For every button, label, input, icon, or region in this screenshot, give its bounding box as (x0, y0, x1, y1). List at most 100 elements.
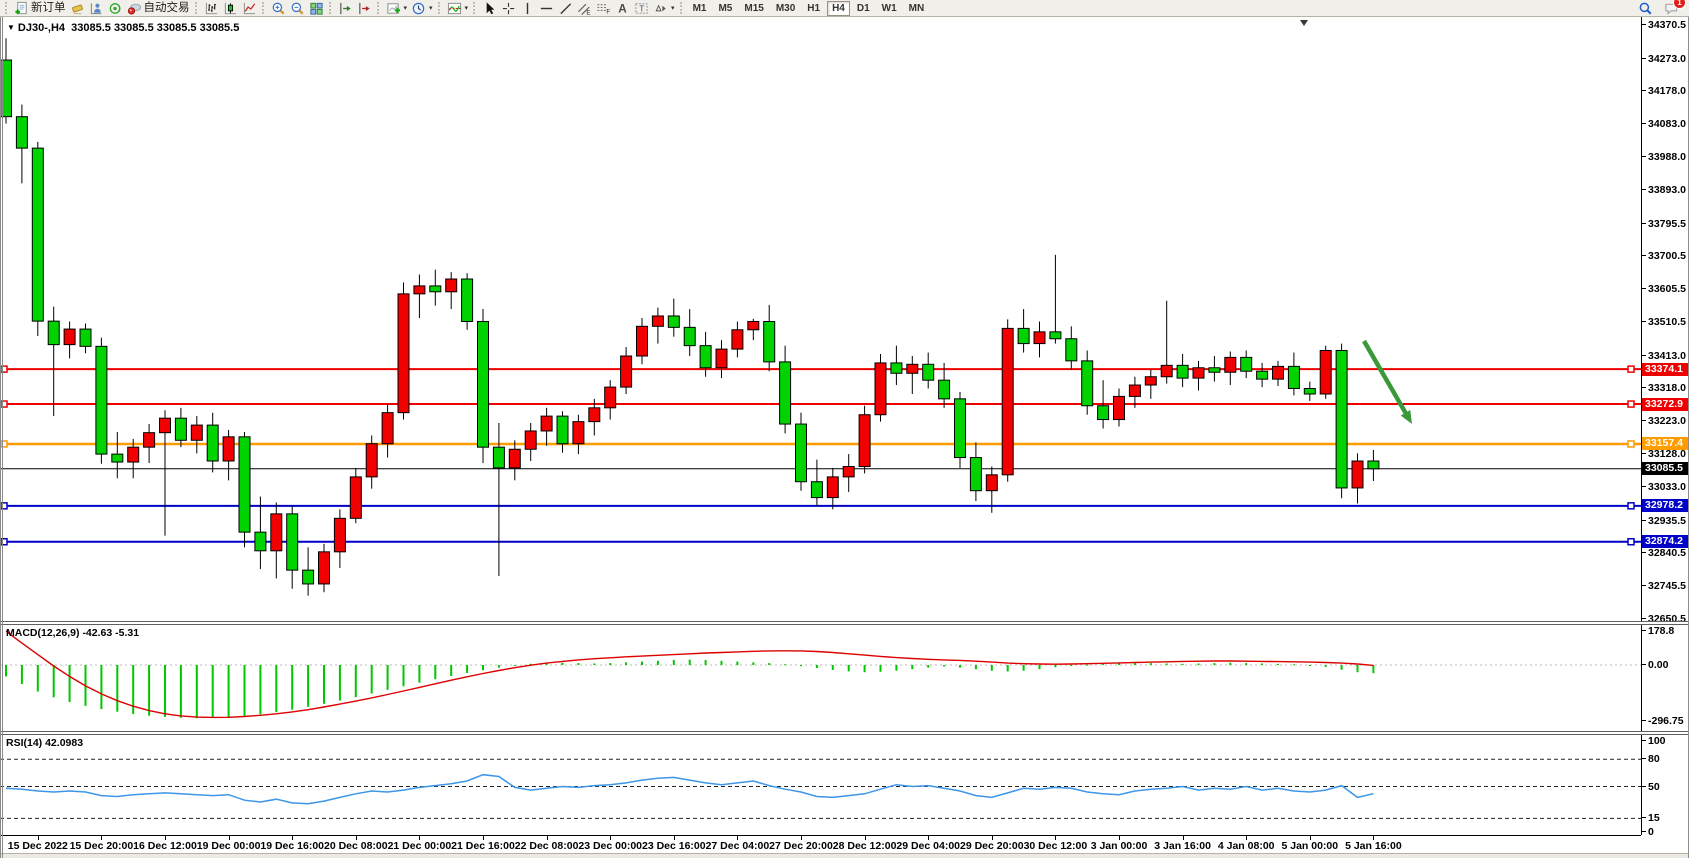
macd-chart (0, 630, 1641, 719)
channel-button[interactable]: E (575, 0, 594, 16)
candlestick-button[interactable] (221, 0, 240, 16)
macd-bar (497, 665, 500, 668)
time-tick (101, 836, 103, 840)
search-button[interactable] (1636, 0, 1655, 16)
period-icon (412, 2, 425, 14)
timeframe-h1-button[interactable]: H1 (807, 2, 821, 14)
macd-bar (1102, 663, 1105, 665)
candle (477, 320, 489, 448)
timeframe-h4-button[interactable]: H4 (827, 0, 850, 16)
line-anchor[interactable] (1627, 440, 1635, 448)
candle (222, 436, 235, 462)
zoom-out-icon (291, 2, 303, 14)
symbol-dropdown-icon[interactable]: ▼ (7, 23, 15, 32)
candle (667, 315, 680, 328)
new-chart-button[interactable]: ▾ (384, 0, 410, 16)
crosshair-button[interactable] (499, 0, 518, 16)
candle (588, 407, 601, 423)
period-button[interactable]: ▾ (409, 0, 435, 16)
horizontal-line-button[interactable] (537, 0, 556, 16)
indicators-icon (447, 2, 461, 14)
zoom-out-button[interactable] (288, 0, 307, 16)
trend-arrow[interactable] (1362, 339, 1411, 420)
macd-bar (847, 665, 850, 672)
price-axis[interactable]: 34370.5 34273.0 34178.0 34083.0 33988.0 33893… (1641, 17, 1689, 838)
price-axis-label: 33700.5 (1642, 250, 1686, 263)
macd-bar (195, 665, 198, 719)
new-order-button[interactable]: 新订单 (12, 0, 68, 16)
chat-button[interactable]: 1 (1662, 0, 1686, 16)
line-anchor[interactable] (0, 440, 8, 448)
bar-chart-button[interactable] (202, 0, 221, 16)
candle (318, 551, 330, 585)
trend-arrow-head[interactable] (1400, 409, 1412, 424)
time-tick (419, 836, 421, 840)
line-anchor[interactable] (0, 502, 8, 510)
tile-windows-button[interactable] (307, 0, 326, 16)
time-tick (1055, 836, 1057, 840)
candlestick-chart[interactable] (0, 17, 1641, 621)
macd-panel[interactable]: MACD(12,26,9) -42.63 -5.31 (0, 625, 1641, 731)
toolbar-grip (473, 2, 477, 14)
symbol-label[interactable]: ▼ DJ30-,H4 33085.5 33085.5 33085.5 33085.… (7, 22, 239, 34)
rsi-panel[interactable]: RSI(14) 42.0983 (0, 735, 1641, 835)
macd-bar (736, 661, 739, 665)
chevron-down-icon[interactable]: ▾ (429, 5, 433, 12)
zoom-in-button[interactable] (269, 0, 288, 16)
chart-shift-marker[interactable] (1300, 20, 1308, 26)
candle (636, 325, 648, 357)
auto-scroll-button[interactable] (355, 0, 374, 16)
timeframe-m30-button[interactable]: M30 (775, 2, 796, 14)
price-axis-label: 33605.5 (1642, 283, 1686, 296)
text-button[interactable]: A (613, 0, 632, 16)
vertical-line-button[interactable] (518, 0, 537, 16)
timeframe-d1-button[interactable]: D1 (856, 2, 870, 14)
chevron-down-icon[interactable]: ▾ (464, 5, 469, 12)
macd-bar (1181, 663, 1184, 665)
fibonacci-button[interactable]: F (594, 0, 613, 16)
time-axis[interactable]: 15 Dec 2022 15 Dec 20:00 16 Dec 12:00 19 De… (0, 835, 1689, 853)
timeframe-w1-button[interactable]: W1 (881, 2, 897, 14)
candle (1160, 364, 1173, 378)
text-label-button[interactable]: T (632, 0, 651, 16)
chart-profile-button[interactable] (87, 0, 106, 16)
line-anchor[interactable] (1627, 400, 1635, 408)
chevron-down-icon[interactable]: ▾ (671, 5, 675, 12)
macd-bar (36, 665, 39, 692)
candle (349, 476, 362, 519)
trendline-button[interactable] (556, 0, 575, 16)
candle (620, 355, 633, 388)
candle (572, 421, 585, 445)
timeframe-m5-button[interactable]: M5 (718, 2, 733, 14)
line-anchor[interactable] (1627, 502, 1635, 510)
timeframe-mn-button[interactable]: MN (908, 2, 925, 14)
eraser-button[interactable] (68, 0, 87, 16)
macd-bar (179, 665, 182, 718)
autotrading-button[interactable]: 自动交易 (125, 0, 192, 16)
macd-bar (354, 665, 357, 698)
chart-shift-button[interactable] (336, 0, 355, 16)
candle (1240, 356, 1253, 372)
price-chart-panel[interactable]: ▼ DJ30-,H4 33085.5 33085.5 33085.5 33085.… (0, 17, 1641, 621)
time-tick (165, 836, 166, 840)
line-anchor[interactable] (0, 400, 8, 408)
macd-bar (879, 665, 882, 672)
line-chart-button[interactable] (240, 0, 259, 16)
indicators-button[interactable]: ▾ (445, 0, 471, 16)
sound-button[interactable] (106, 0, 125, 16)
line-anchor[interactable] (0, 537, 8, 546)
panel-splitter[interactable] (0, 731, 1689, 735)
line-anchor[interactable] (1627, 537, 1635, 546)
candle (906, 363, 919, 374)
line-anchor[interactable] (1627, 365, 1635, 373)
panel-splitter[interactable] (0, 621, 1689, 625)
timeframe-m15-button[interactable]: M15 (744, 2, 764, 14)
price-axis-label: 34178.0 (1642, 85, 1686, 98)
shapes-button[interactable]: ▾ (651, 0, 677, 16)
line-anchor[interactable] (0, 365, 8, 373)
timeframe-m1-button[interactable]: M1 (692, 2, 707, 14)
cursor-button[interactable] (480, 0, 499, 16)
chevron-down-icon[interactable]: ▾ (403, 5, 408, 12)
macd-bar (1340, 665, 1343, 670)
candle (286, 513, 299, 571)
